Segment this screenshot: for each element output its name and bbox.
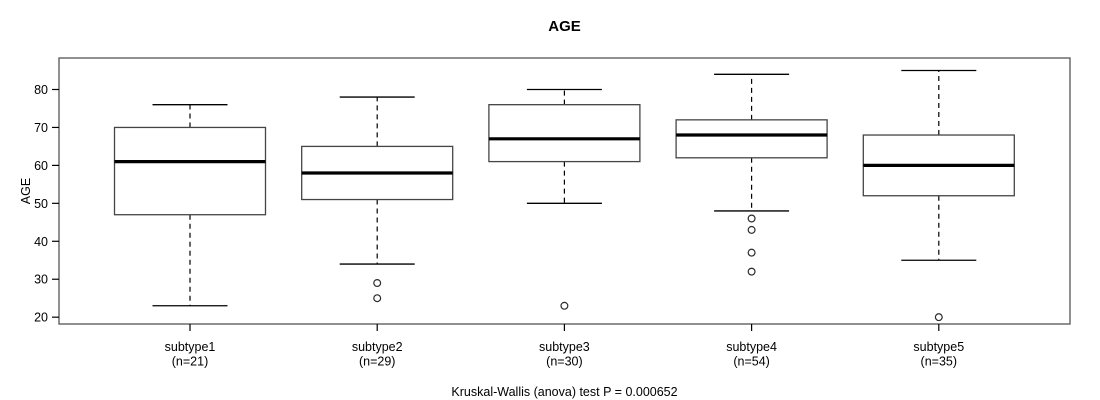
outlier-point: [747, 214, 756, 223]
x-category-label: subtype3: [539, 340, 590, 354]
y-tick-label: 30: [34, 273, 48, 287]
outlier-point: [747, 225, 756, 234]
y-tick-label: 40: [34, 235, 48, 249]
y-tick-label: 80: [34, 83, 48, 97]
iqr-box: [113, 126, 267, 216]
boxplot-group-subtype3: subtype3(n=30): [488, 88, 641, 369]
x-sample-size-label: (n=30): [546, 355, 582, 369]
chart-title: AGE: [548, 18, 581, 35]
x-category-label: subtype1: [165, 340, 216, 354]
boxplot-group-subtype5: subtype5(n=35): [862, 69, 1015, 369]
outlier-point: [373, 279, 382, 288]
outlier-point: [747, 248, 756, 257]
iqr-box: [488, 104, 641, 163]
y-tick-label: 60: [34, 159, 48, 173]
x-sample-size-label: (n=29): [359, 355, 395, 369]
outlier-point: [373, 294, 382, 303]
y-tick-label: 20: [34, 311, 48, 325]
x-sample-size-label: (n=35): [921, 355, 957, 369]
x-category-label: subtype5: [913, 340, 964, 354]
outlier-point: [934, 313, 943, 322]
boxplot-group-subtype4: subtype4(n=54): [675, 73, 828, 369]
y-tick-label: 70: [34, 121, 48, 135]
x-category-label: subtype2: [352, 340, 403, 354]
iqr-box: [675, 119, 828, 159]
y-tick-label: 50: [34, 197, 48, 211]
x-sample-size-label: (n=21): [172, 355, 208, 369]
x-category-label: subtype4: [726, 340, 777, 354]
outlier-point: [560, 301, 569, 310]
x-sample-size-label: (n=54): [733, 355, 769, 369]
boxplot-group-subtype2: subtype2(n=29): [301, 96, 454, 369]
boxplot-group-subtype1: subtype1(n=21): [113, 104, 267, 369]
kruskal-wallis-footer: Kruskal-Wallis (anova) test P = 0.000652: [451, 385, 678, 399]
outlier-point: [747, 267, 756, 276]
